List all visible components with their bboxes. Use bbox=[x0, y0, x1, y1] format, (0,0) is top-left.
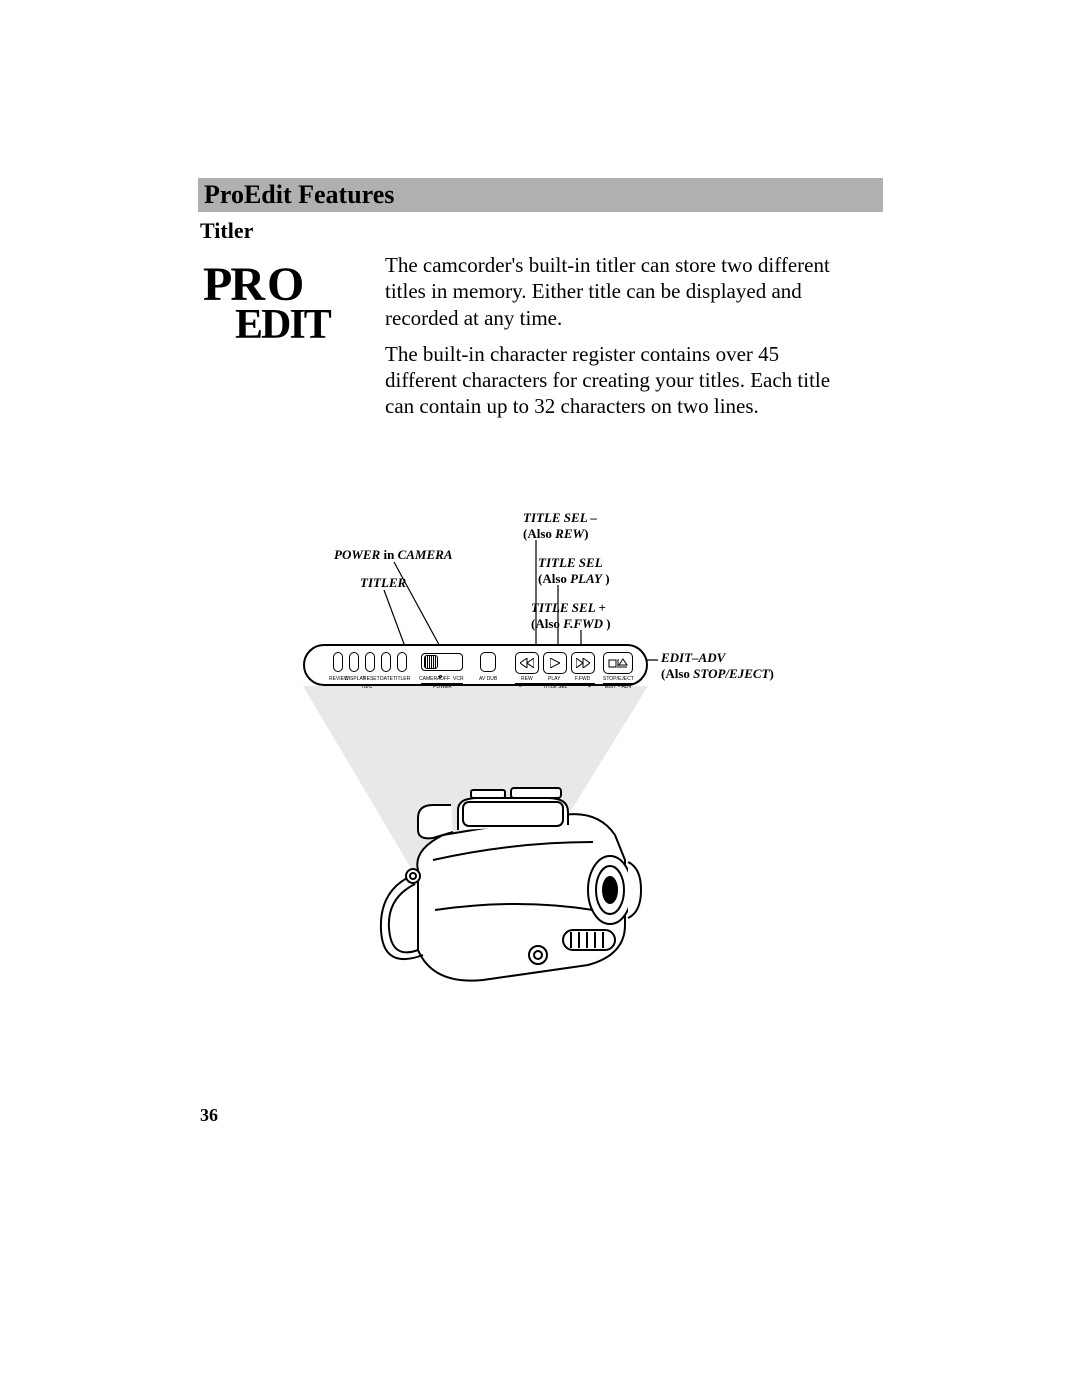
lbl-tbc: TB/C bbox=[361, 684, 372, 690]
panel-btn-reset[interactable] bbox=[365, 652, 375, 672]
lbl-camera: CAMERA bbox=[419, 676, 440, 682]
underline-titlesel bbox=[515, 683, 595, 684]
lbl-play: PLAY bbox=[548, 676, 560, 682]
svg-text:EDIT: EDIT bbox=[235, 302, 332, 348]
panel-btn-review[interactable] bbox=[333, 652, 343, 672]
callout-edit-adv: EDIT–ADV (Also STOP/EJECT) bbox=[661, 650, 774, 681]
panel-btn-play[interactable] bbox=[543, 652, 567, 674]
panel-btn-rew[interactable] bbox=[515, 652, 539, 674]
controls-diagram: TITLE SEL – (Also REW) POWER in CAMERA T… bbox=[198, 500, 883, 1060]
lbl-vcr: VCR bbox=[453, 676, 464, 682]
lbl-ffwd: F.FWD bbox=[575, 676, 590, 682]
lbl-avdub: AV DUB bbox=[479, 676, 497, 682]
proedit-logo: PR O EDIT bbox=[203, 260, 363, 350]
panel-btn-date[interactable] bbox=[381, 652, 391, 672]
panel-btn-titler[interactable] bbox=[397, 652, 407, 672]
subheading-titler: Titler bbox=[200, 218, 253, 244]
paragraph-1: The camcorder's built-in titler can stor… bbox=[385, 252, 855, 331]
camcorder-illustration bbox=[363, 780, 663, 1020]
section-title: ProEdit Features bbox=[198, 180, 394, 210]
panel-power-slider[interactable] bbox=[421, 653, 463, 671]
lbl-editadv: EDIT – ADV bbox=[605, 684, 632, 690]
lbl-stopeject: STOP/EJECT bbox=[603, 676, 634, 682]
panel-power-knob bbox=[424, 655, 438, 669]
panel-btn-stop-eject[interactable] bbox=[603, 652, 633, 674]
callout-title-sel: TITLE SEL (Also PLAY ) bbox=[538, 555, 610, 586]
callout-title-sel-minus-main: TITLE SEL – bbox=[523, 510, 597, 525]
paragraph-2: The built-in character register contains… bbox=[385, 341, 855, 420]
lbl-tsel-minus: – bbox=[519, 684, 522, 690]
lbl-off: OFF bbox=[440, 676, 450, 682]
callout-title-sel-minus: TITLE SEL – (Also REW) bbox=[523, 510, 597, 541]
underline-power bbox=[421, 683, 463, 684]
manual-page: ProEdit Features Titler PR O EDIT The ca… bbox=[0, 0, 1080, 1397]
lbl-titler: TITLER bbox=[393, 676, 410, 682]
body-text: The camcorder's built-in titler can stor… bbox=[385, 252, 855, 430]
page-number: 36 bbox=[200, 1105, 218, 1126]
lbl-reset: RESET bbox=[363, 676, 380, 682]
panel-btn-ffwd[interactable] bbox=[571, 652, 595, 674]
callout-titler: TITLER bbox=[360, 575, 406, 591]
callout-power-camera: POWER in CAMERA bbox=[334, 547, 453, 563]
lbl-tsel-plus: + bbox=[588, 684, 591, 690]
control-panel: REVIEW DISPLAY RESET DATE TITLER CAMERA … bbox=[303, 644, 648, 686]
underline-editadv bbox=[603, 683, 633, 684]
panel-btn-avdub[interactable] bbox=[480, 652, 496, 672]
lbl-power: POWER bbox=[433, 684, 452, 690]
panel-btn-display[interactable] bbox=[349, 652, 359, 672]
lbl-rew: REW bbox=[521, 676, 533, 682]
callout-title-sel-plus: TITLE SEL + (Also F.FWD ) bbox=[531, 600, 611, 631]
section-title-bar: ProEdit Features bbox=[198, 178, 883, 212]
lbl-date: DATE bbox=[380, 676, 393, 682]
lbl-tsel: TITLE SEL bbox=[543, 684, 567, 690]
